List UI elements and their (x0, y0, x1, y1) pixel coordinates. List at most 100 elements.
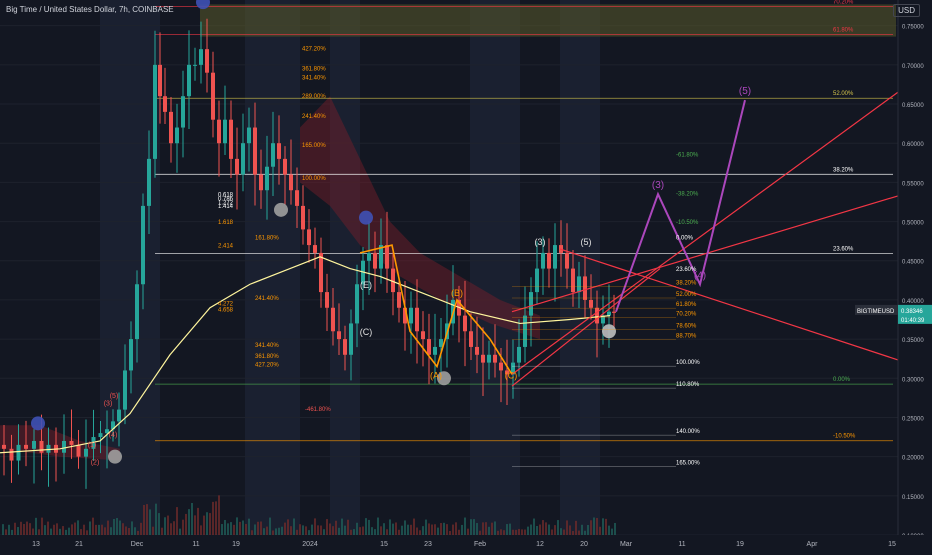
volume-bar (410, 524, 412, 535)
session-band (100, 0, 160, 535)
volume-bar (215, 501, 217, 535)
candle-body (343, 339, 347, 355)
volume-bar (185, 513, 187, 535)
fib-label-right: -61.80% (676, 153, 699, 159)
candle-body (265, 166, 269, 191)
candle-body (595, 307, 599, 324)
volume-bar (347, 519, 349, 535)
volume-bar (176, 507, 178, 535)
volume-bar (446, 524, 448, 535)
volume-bar (278, 527, 280, 535)
volume-bar (191, 503, 193, 535)
candle-body (607, 311, 611, 316)
wave-label: (3) (535, 237, 546, 247)
volume-bar (32, 528, 34, 535)
time-tick: 20 (580, 541, 588, 548)
volume-bar (503, 530, 505, 535)
volume-bar (65, 529, 67, 535)
fib-label-right: 70.20% (676, 312, 697, 318)
currency-button[interactable]: USD (893, 4, 920, 17)
candle-body (295, 190, 299, 206)
candle-body (205, 49, 209, 73)
volume-bar (140, 522, 142, 535)
extension-label: 1.272 (218, 200, 234, 206)
volume-bar (275, 528, 277, 535)
volume-bar (317, 525, 319, 535)
volume-bar (575, 520, 577, 535)
volume-bar (332, 526, 334, 535)
candle-body (601, 315, 605, 324)
volume-bar (161, 527, 163, 535)
volume-bar (578, 530, 580, 535)
candle-body (229, 119, 233, 159)
candle-body (199, 49, 203, 65)
wave-label: (B) (451, 288, 463, 298)
volume-bar (572, 530, 574, 535)
volume-bar (122, 523, 124, 535)
candle-body (241, 143, 245, 175)
candle-body (612, 311, 616, 313)
volume-bar (386, 529, 388, 535)
volume-bar (239, 521, 241, 535)
volume-bar (29, 523, 31, 535)
volume-bar (113, 518, 115, 535)
volume-bar (260, 521, 262, 535)
fib-label-right: 88.70% (676, 334, 697, 340)
volume-bar (371, 527, 373, 535)
candle-body (391, 268, 395, 293)
candle-body (2, 444, 6, 449)
candle-body (571, 268, 575, 293)
candle-body (153, 64, 157, 159)
volume-bar (125, 526, 127, 535)
price-tick: 0.65000 (902, 103, 924, 109)
candle-body (427, 339, 431, 355)
volume-bar (494, 521, 496, 535)
volume-bar (416, 527, 418, 535)
volume-bar (506, 524, 508, 535)
volume-bar (392, 523, 394, 535)
fib-label-right: 165.00% (676, 460, 700, 466)
candle-body (337, 331, 341, 340)
volume-bar (608, 525, 610, 535)
volume-bar (143, 504, 145, 535)
marker-circle (359, 210, 373, 225)
price-badge (898, 304, 932, 324)
candle-body (535, 268, 539, 293)
volume-bar (422, 526, 424, 535)
volume-bar (203, 515, 205, 535)
volume-bar (257, 521, 259, 535)
volume-bar (587, 524, 589, 535)
volume-bar (335, 520, 337, 535)
candle-body (235, 158, 239, 175)
volume-bar (383, 523, 385, 535)
volume-bar (182, 519, 184, 535)
fib-label-left: 161.80% (255, 236, 279, 242)
wave-label: (2) (91, 459, 100, 466)
volume-bar (479, 530, 481, 535)
volume-bar (299, 524, 301, 535)
volume-bar (50, 528, 52, 535)
volume-bar (14, 522, 16, 535)
candle-body (84, 448, 88, 457)
time-tick: Apr (807, 541, 819, 548)
volume-bar (218, 495, 220, 535)
volume-bar (17, 527, 19, 535)
volume-bar (305, 526, 307, 535)
candle-body (98, 433, 103, 438)
candle-body (193, 64, 197, 66)
candle-body (493, 354, 497, 363)
candle-body (355, 284, 359, 324)
volume-bar (368, 519, 370, 535)
volume-bar (194, 515, 196, 535)
candle-body (62, 440, 66, 453)
volume-bar (542, 520, 544, 535)
time-tick: 12 (536, 541, 544, 548)
time-tick: Feb (474, 541, 486, 548)
time-tick: 15 (380, 541, 388, 548)
volume-bar (398, 529, 400, 535)
volume-bar (137, 530, 139, 535)
volume-bar (443, 522, 445, 535)
volume-bar (83, 524, 85, 535)
